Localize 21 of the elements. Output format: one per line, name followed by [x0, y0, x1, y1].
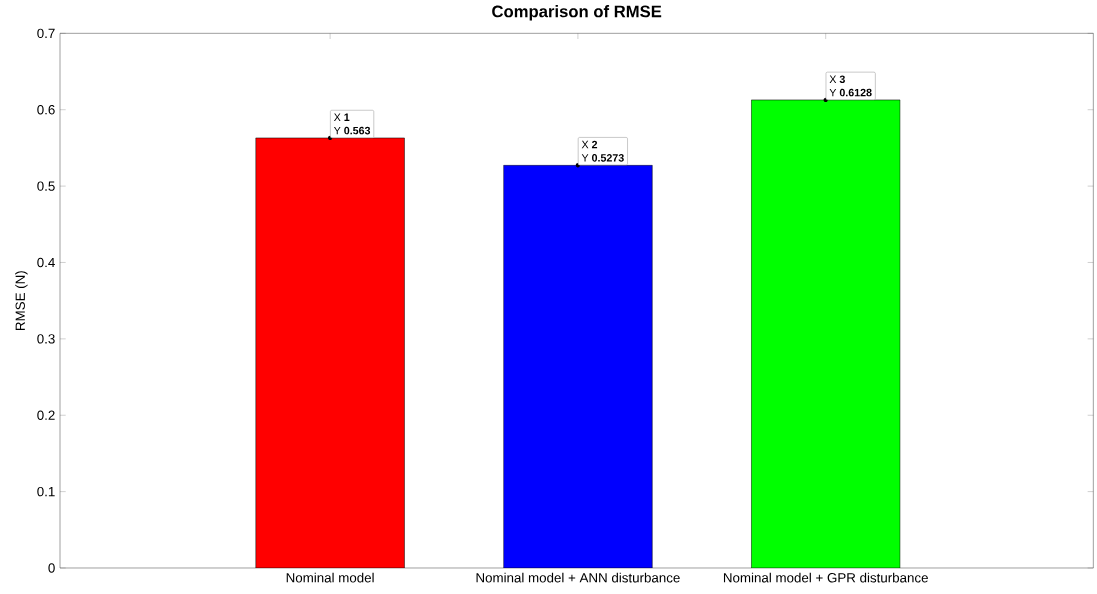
y-tick-label: 0.6 — [37, 105, 55, 115]
y-tick-label: 0.3 — [37, 334, 55, 344]
y-tick-label: 0 — [48, 563, 55, 573]
bar — [751, 99, 901, 568]
y-tick-label: 0.4 — [37, 257, 55, 268]
x-tick-label: Nominal model — [286, 572, 374, 583]
y-tick-label: 0.5 — [37, 181, 55, 191]
y-axis-title: RMSE (N) — [15, 271, 28, 330]
x-tick-label: Nominal model + ANN disturbance — [476, 572, 680, 583]
chart-title: Comparison of RMSE — [492, 5, 662, 21]
bar — [503, 164, 653, 568]
annotation: Y 0.563 — [333, 126, 371, 135]
annotation: Y 0.6128 — [829, 88, 872, 97]
annotation: X 2 — [581, 140, 598, 149]
y-tick-label: 0.1 — [37, 486, 55, 497]
annotation: X 3 — [829, 75, 845, 84]
annotation: Y 0.5273 — [581, 154, 624, 162]
y-tick-label: 0.2 — [37, 410, 55, 420]
annotation: X 1 — [333, 113, 350, 121]
y-tick-label: 0.7 — [37, 28, 55, 39]
x-tick-label: Nominal model + GPR disturbance — [723, 572, 928, 583]
